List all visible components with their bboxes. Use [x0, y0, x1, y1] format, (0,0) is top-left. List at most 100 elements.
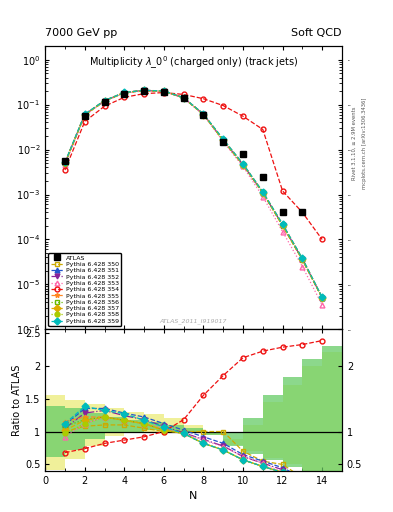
Pythia 6.428 351 [83, 112, 87, 118]
Pythia 6.428 354 [280, 188, 285, 194]
Pythia 6.428 357 [62, 160, 67, 166]
Pythia 6.428 355 [300, 255, 305, 262]
Pythia 6.428 350 [102, 98, 107, 104]
ATLAS [102, 99, 107, 105]
Pythia 6.428 350 [122, 90, 127, 96]
Pythia 6.428 355 [162, 88, 166, 94]
Pythia 6.428 358 [162, 88, 166, 94]
Pythia 6.428 356 [142, 88, 147, 94]
Pythia 6.428 351 [181, 95, 186, 101]
Pythia 6.428 351 [221, 137, 226, 143]
Pythia 6.428 352 [261, 189, 265, 196]
Pythia 6.428 351 [320, 294, 325, 301]
Pythia 6.428 353 [280, 228, 285, 234]
Pythia 6.428 359 [280, 221, 285, 227]
Pythia 6.428 350 [201, 112, 206, 118]
Line: ATLAS: ATLAS [61, 88, 306, 216]
Pythia 6.428 351 [241, 162, 245, 168]
Pythia 6.428 359 [261, 189, 265, 195]
Pythia 6.428 356 [122, 90, 127, 96]
Pythia 6.428 351 [261, 189, 265, 196]
Pythia 6.428 358 [142, 88, 147, 94]
Pythia 6.428 355 [122, 90, 127, 96]
ATLAS [280, 209, 285, 216]
Line: Pythia 6.428 355: Pythia 6.428 355 [62, 88, 325, 300]
Pythia 6.428 350 [162, 88, 166, 94]
Pythia 6.428 359 [300, 255, 305, 262]
Pythia 6.428 356 [62, 160, 67, 166]
Pythia 6.428 359 [122, 90, 127, 96]
Text: Multiplicity $\lambda\_0^0$ (charged only) (track jets): Multiplicity $\lambda\_0^0$ (charged onl… [89, 55, 298, 71]
Pythia 6.428 355 [241, 161, 245, 167]
Pythia 6.428 354 [181, 91, 186, 97]
Pythia 6.428 353 [320, 302, 325, 308]
Pythia 6.428 351 [162, 88, 166, 94]
Pythia 6.428 352 [102, 98, 107, 104]
Pythia 6.428 358 [280, 222, 285, 228]
Pythia 6.428 357 [83, 112, 87, 118]
Pythia 6.428 356 [162, 88, 166, 94]
Pythia 6.428 356 [83, 112, 87, 118]
Line: Pythia 6.428 352: Pythia 6.428 352 [62, 88, 325, 300]
Pythia 6.428 354 [142, 91, 147, 97]
Pythia 6.428 352 [142, 88, 147, 94]
Pythia 6.428 358 [201, 112, 206, 118]
Pythia 6.428 356 [261, 189, 265, 196]
Pythia 6.428 356 [280, 222, 285, 228]
Pythia 6.428 358 [122, 90, 127, 96]
Pythia 6.428 358 [83, 112, 87, 118]
Pythia 6.428 357 [300, 257, 305, 263]
Pythia 6.428 357 [181, 95, 186, 101]
Pythia 6.428 358 [102, 98, 107, 104]
Pythia 6.428 355 [181, 95, 186, 101]
Pythia 6.428 354 [261, 126, 265, 133]
ATLAS [181, 95, 186, 101]
Line: Pythia 6.428 353: Pythia 6.428 353 [62, 89, 325, 307]
Text: Soft QCD: Soft QCD [292, 28, 342, 38]
Pythia 6.428 357 [280, 222, 285, 228]
Pythia 6.428 353 [102, 98, 107, 104]
Pythia 6.428 350 [320, 295, 325, 301]
Pythia 6.428 352 [201, 111, 206, 117]
Pythia 6.428 357 [201, 112, 206, 118]
ATLAS [142, 88, 147, 94]
Pythia 6.428 357 [102, 98, 107, 104]
Pythia 6.428 359 [221, 136, 226, 142]
Pythia 6.428 354 [83, 118, 87, 124]
Pythia 6.428 355 [221, 136, 226, 142]
X-axis label: N: N [189, 492, 198, 501]
Pythia 6.428 358 [62, 160, 67, 166]
Text: ATLAS_2011_I919017: ATLAS_2011_I919017 [160, 318, 227, 324]
ATLAS [201, 112, 206, 118]
Pythia 6.428 352 [280, 222, 285, 228]
Pythia 6.428 356 [201, 111, 206, 117]
Pythia 6.428 355 [83, 111, 87, 117]
Pythia 6.428 353 [142, 88, 147, 94]
Pythia 6.428 350 [142, 88, 147, 94]
Pythia 6.428 354 [221, 102, 226, 109]
Pythia 6.428 352 [320, 294, 325, 301]
Pythia 6.428 354 [241, 113, 245, 119]
Pythia 6.428 352 [83, 112, 87, 118]
Pythia 6.428 359 [102, 97, 107, 103]
Pythia 6.428 350 [62, 160, 67, 166]
Line: Pythia 6.428 350: Pythia 6.428 350 [62, 88, 325, 301]
Pythia 6.428 350 [221, 137, 226, 143]
Pythia 6.428 358 [221, 137, 226, 143]
Pythia 6.428 359 [320, 294, 325, 300]
Pythia 6.428 351 [62, 160, 67, 166]
Pythia 6.428 355 [142, 87, 147, 93]
Pythia 6.428 358 [300, 257, 305, 263]
Pythia 6.428 353 [201, 112, 206, 118]
Pythia 6.428 352 [162, 88, 166, 94]
Pythia 6.428 351 [201, 111, 206, 117]
Pythia 6.428 357 [162, 88, 166, 94]
Pythia 6.428 359 [62, 159, 67, 165]
Pythia 6.428 350 [300, 257, 305, 263]
Pythia 6.428 351 [142, 88, 147, 94]
Pythia 6.428 353 [261, 194, 265, 200]
Pythia 6.428 353 [62, 162, 67, 168]
ATLAS [62, 158, 67, 164]
Pythia 6.428 353 [300, 264, 305, 270]
Pythia 6.428 355 [280, 221, 285, 227]
